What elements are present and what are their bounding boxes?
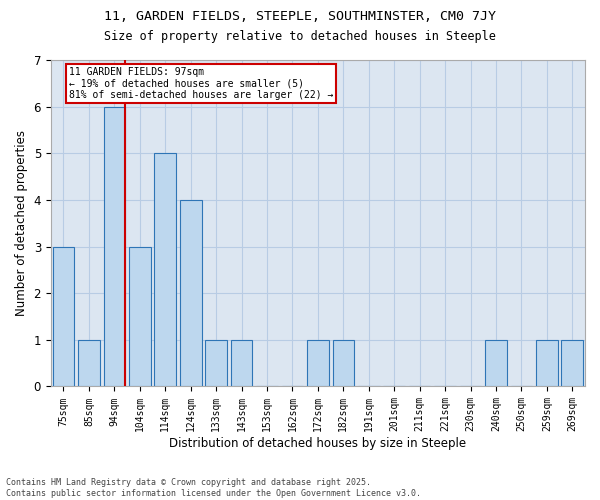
Bar — [231, 340, 253, 386]
Bar — [307, 340, 329, 386]
Bar — [78, 340, 100, 386]
Bar — [53, 246, 74, 386]
Bar — [104, 106, 125, 386]
Bar — [180, 200, 202, 386]
Bar — [129, 246, 151, 386]
Bar — [332, 340, 354, 386]
Bar — [536, 340, 557, 386]
Bar — [562, 340, 583, 386]
Text: Size of property relative to detached houses in Steeple: Size of property relative to detached ho… — [104, 30, 496, 43]
Bar — [205, 340, 227, 386]
Bar — [485, 340, 507, 386]
Bar — [154, 154, 176, 386]
X-axis label: Distribution of detached houses by size in Steeple: Distribution of detached houses by size … — [169, 437, 466, 450]
Y-axis label: Number of detached properties: Number of detached properties — [15, 130, 28, 316]
Text: 11 GARDEN FIELDS: 97sqm
← 19% of detached houses are smaller (5)
81% of semi-det: 11 GARDEN FIELDS: 97sqm ← 19% of detache… — [68, 67, 333, 100]
Text: Contains HM Land Registry data © Crown copyright and database right 2025.
Contai: Contains HM Land Registry data © Crown c… — [6, 478, 421, 498]
Text: 11, GARDEN FIELDS, STEEPLE, SOUTHMINSTER, CM0 7JY: 11, GARDEN FIELDS, STEEPLE, SOUTHMINSTER… — [104, 10, 496, 23]
